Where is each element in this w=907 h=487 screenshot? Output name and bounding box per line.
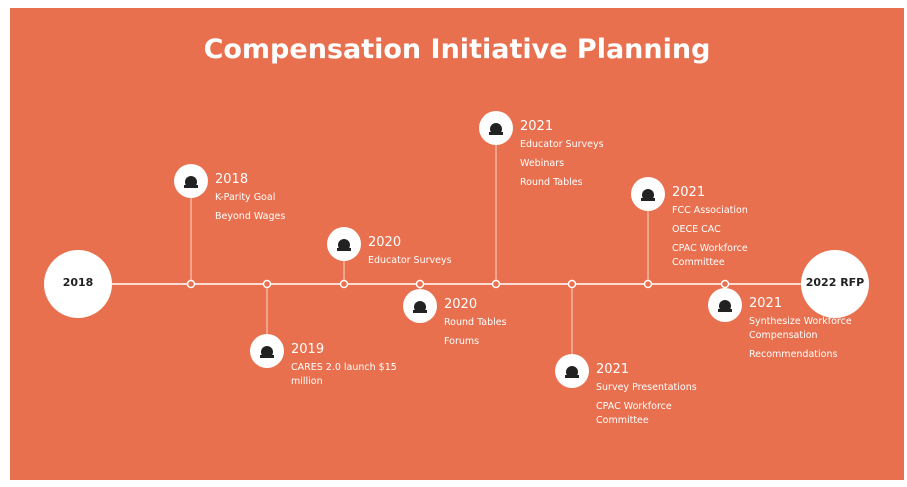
- end-label: 2022 RFP: [805, 276, 865, 289]
- icon-glyph: [413, 310, 427, 313]
- end-circle: [801, 250, 869, 318]
- event-item: Recommendations: [749, 349, 838, 360]
- event-year: 2021: [596, 362, 630, 377]
- event: 2021 Educator Surveys Webinars Round Tables: [520, 119, 632, 195]
- event-item: CARES 2.0 launch $15 million: [291, 362, 397, 387]
- event-year: 2020: [444, 297, 478, 312]
- icon-glyph: [718, 309, 732, 312]
- icon-glyph: [565, 375, 579, 378]
- event: 2021 FCC Association OECE CAC CPAC Workforc…: [672, 185, 784, 275]
- event: 2021 Synthesize Workforce Compensation Rec…: [749, 296, 861, 367]
- icon-glyph: [641, 198, 655, 201]
- event-item: Round Tables: [444, 317, 507, 328]
- event: 2018 K-Parity Goal Beyond Wages: [215, 172, 327, 229]
- event: 2021 Survey Presentations CPAC Workforce C…: [596, 362, 708, 433]
- event: 2019 CARES 2.0 launch $15 million: [291, 342, 403, 394]
- event-item: Survey Presentations: [596, 382, 697, 393]
- timeline-board: Compensation Initiative Planning 2018 202…: [10, 8, 904, 480]
- icon-glyph: [260, 355, 274, 358]
- event-item: CPAC Workforce Committee: [596, 401, 672, 426]
- start-label: 2018: [62, 276, 94, 289]
- event-item: OECE CAC: [672, 224, 721, 235]
- event-year: 2021: [749, 296, 783, 311]
- timeline-dot: [262, 279, 272, 289]
- event-year: 2021: [520, 119, 554, 134]
- timeline-dot: [415, 279, 425, 289]
- event-item: Educator Surveys: [368, 255, 452, 266]
- event-item: Educator Surveys: [520, 139, 604, 150]
- timeline-dot: [567, 279, 577, 289]
- event-item: Round Tables: [520, 177, 583, 188]
- event-item: Webinars: [520, 158, 565, 169]
- icon-glyph: [337, 248, 351, 251]
- event-item: Forums: [444, 336, 480, 347]
- event-item: Beyond Wages: [215, 211, 286, 222]
- start-circle: [44, 250, 112, 318]
- event-item: CPAC Workforce Committee: [672, 243, 748, 268]
- event: 2020 Round Tables Forums: [444, 297, 556, 354]
- timeline-dot: [186, 279, 196, 289]
- timeline-dot: [720, 279, 730, 289]
- event-year: 2018: [215, 172, 249, 187]
- timeline-dot: [339, 279, 349, 289]
- event-item: K-Parity Goal: [215, 192, 276, 203]
- icon-glyph: [489, 132, 503, 135]
- timeline-dot: [643, 279, 653, 289]
- event-item: FCC Association: [672, 205, 748, 216]
- event: 2020 Educator Surveys: [368, 235, 480, 273]
- title: Compensation Initiative Planning: [203, 34, 711, 65]
- event-year: 2021: [672, 185, 706, 200]
- event-year: 2020: [368, 235, 402, 250]
- timeline-dot: [491, 279, 501, 289]
- icon-glyph: [184, 185, 198, 188]
- event-item: Synthesize Workforce Compensation: [749, 316, 852, 341]
- timeline-graphic: [44, 111, 869, 388]
- event-year: 2019: [291, 342, 325, 357]
